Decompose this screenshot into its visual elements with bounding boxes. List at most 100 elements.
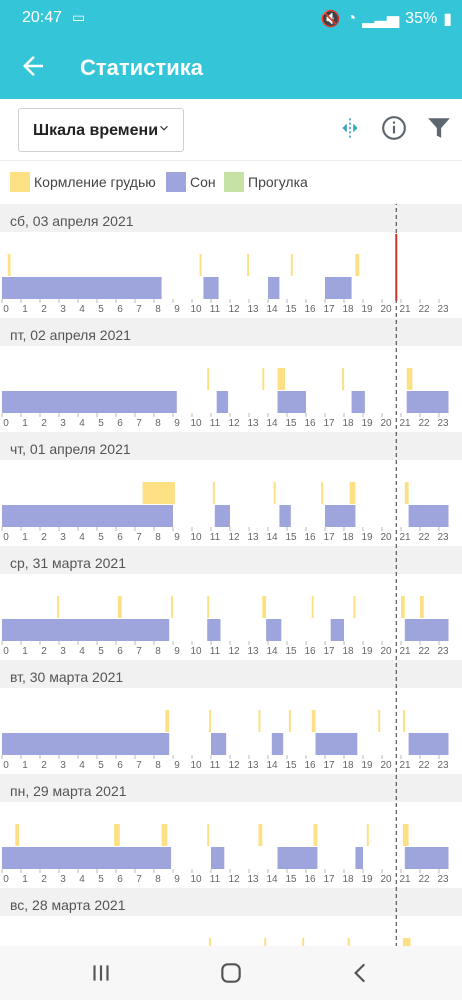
app-bar: Статистика (0, 35, 462, 99)
hour-label: 22 (418, 418, 430, 429)
hour-label: 19 (361, 646, 373, 657)
feeding-bar (258, 824, 263, 846)
hour-label: 3 (60, 532, 66, 543)
feeding-bar (161, 824, 168, 846)
hour-label: 6 (117, 646, 123, 657)
sleep-bar (268, 277, 280, 299)
hour-label: 6 (117, 874, 123, 885)
hour-label: 13 (247, 532, 259, 543)
day-label: сб, 03 апреля 2021 (10, 213, 134, 229)
sleep-bar (325, 505, 356, 527)
split-view-icon[interactable] (337, 115, 363, 141)
feeding-bar (355, 254, 360, 276)
hour-label: 2 (41, 874, 47, 885)
sleep-bar (2, 733, 170, 755)
hour-label: 18 (342, 874, 354, 885)
feeding-bar (57, 596, 60, 618)
hour-label: 17 (323, 418, 335, 429)
feeding-bar (311, 596, 314, 618)
hour-label: 1 (22, 304, 28, 315)
hour-label: 21 (399, 874, 411, 885)
hour-label: 21 (399, 646, 411, 657)
hour-label: 22 (418, 874, 430, 885)
hour-label: 15 (285, 874, 297, 885)
notification-icon: ▭ (72, 9, 86, 25)
recent-apps-icon[interactable] (88, 960, 114, 986)
day-label: чт, 01 апреля 2021 (10, 441, 131, 457)
day-header (0, 660, 462, 688)
hour-label: 19 (361, 532, 373, 543)
hour-label: 18 (342, 304, 354, 315)
filter-icon[interactable] (426, 115, 452, 141)
hour-label: 7 (136, 874, 142, 885)
sleep-bar (406, 391, 449, 413)
hour-label: 13 (247, 418, 259, 429)
hour-label: 15 (285, 304, 297, 315)
hour-label: 13 (247, 646, 259, 657)
feeding-bar (402, 824, 409, 846)
hour-label: 18 (342, 646, 354, 657)
feeding-bar (290, 254, 293, 276)
hour-label: 18 (342, 532, 354, 543)
hour-label: 9 (174, 532, 180, 543)
feeding-bar (401, 596, 405, 618)
back-icon[interactable] (348, 960, 374, 986)
hour-label: 0 (3, 646, 9, 657)
hour-label: 4 (79, 760, 85, 771)
legend-swatch (224, 172, 244, 192)
back-arrow-icon[interactable] (18, 51, 48, 81)
hour-label: 3 (60, 874, 66, 885)
hour-label: 3 (60, 646, 66, 657)
status-bar: 20:47 ▭ 🔇 ◔ ▂▃▅ 35% ▮ (0, 0, 462, 35)
hour-label: 1 (22, 874, 28, 885)
feeding-bar (321, 482, 324, 504)
hour-label: 5 (98, 418, 104, 429)
hour-label: 11 (210, 874, 221, 885)
hour-label: 2 (41, 646, 47, 657)
hour-label: 21 (399, 760, 411, 771)
hour-label: 4 (79, 874, 85, 885)
hour-label: 14 (266, 760, 278, 771)
hour-label: 16 (304, 418, 316, 429)
hour-label: 2 (41, 418, 47, 429)
feeding-bar (207, 368, 210, 390)
sleep-bar (207, 619, 221, 641)
hour-label: 9 (174, 646, 180, 657)
hour-label: 5 (98, 304, 104, 315)
legend-label: Сон (190, 174, 216, 190)
sleep-bar (408, 505, 449, 527)
hour-label: 13 (247, 304, 259, 315)
info-icon[interactable] (381, 115, 407, 141)
hour-label: 14 (266, 646, 278, 657)
sleep-bar (2, 505, 173, 527)
hour-label: 12 (228, 646, 240, 657)
day-label: ср, 31 марта 2021 (10, 555, 126, 571)
hour-label: 8 (155, 874, 161, 885)
feeding-bar (402, 710, 405, 732)
hour-label: 8 (155, 646, 161, 657)
hour-label: 10 (190, 760, 202, 771)
hour-label: 19 (361, 874, 373, 885)
day-label: пт, 02 апреля 2021 (10, 327, 131, 343)
scale-dropdown[interactable]: Шкала времени (18, 108, 184, 152)
hour-label: 15 (285, 418, 297, 429)
hour-label: 0 (3, 874, 9, 885)
battery-percent: 35% (405, 10, 438, 27)
hour-label: 18 (342, 760, 354, 771)
hour-label: 10 (190, 418, 202, 429)
sleep-bar (315, 733, 358, 755)
sleep-bar (404, 847, 449, 869)
feeding-bar (277, 368, 286, 390)
home-icon[interactable] (218, 960, 244, 986)
feeding-bar (262, 596, 267, 618)
feeding-bar (212, 482, 215, 504)
hour-label: 22 (418, 532, 430, 543)
hour-label: 9 (174, 418, 180, 429)
feeding-bar (402, 938, 411, 946)
hour-label: 8 (155, 304, 161, 315)
hour-label: 9 (174, 760, 180, 771)
feeding-bar (366, 824, 369, 846)
hour-label: 9 (174, 304, 180, 315)
feeding-bar (114, 824, 120, 846)
hour-label: 23 (437, 760, 449, 771)
